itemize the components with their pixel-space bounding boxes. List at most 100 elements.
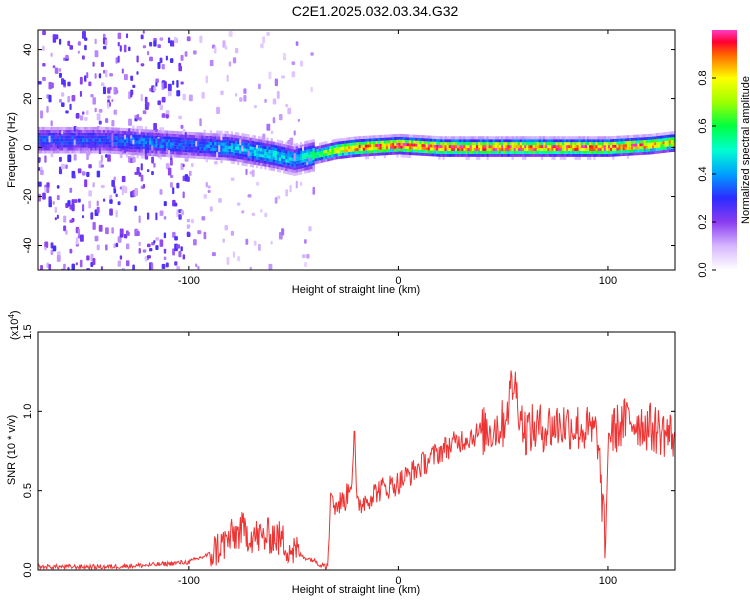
spectrogram-cell (205, 156, 208, 160)
spectrogram-cell (216, 139, 219, 143)
spectrogram-cell (310, 154, 313, 158)
spectrogram-cell (258, 142, 261, 146)
spectrogram-cell (86, 132, 89, 136)
spectrogram-cell (161, 144, 164, 148)
spectrogram-cell (268, 161, 271, 165)
spectrogram-cell (450, 150, 454, 154)
spectrogram-cell (503, 153, 506, 157)
spectrogram-cell (38, 147, 41, 151)
spectrogram-cell (167, 145, 171, 149)
spectrogram-cell (151, 141, 154, 145)
spectrogram-cell (159, 136, 162, 140)
spectrogram-cell (553, 139, 556, 143)
spectrogram-cell (180, 148, 183, 152)
spectrogram-cell (186, 36, 191, 42)
spectrogram-cell (65, 150, 68, 154)
spectrogram-cell (316, 151, 319, 155)
spectrogram-cell (249, 143, 252, 147)
spectrogram-cell (239, 153, 242, 157)
spectrogram-cell (651, 151, 655, 155)
spectrogram-cell (140, 129, 143, 133)
spectrogram-cell (375, 135, 378, 139)
spectrogram-cell (94, 132, 97, 136)
spectrogram-cell (450, 136, 454, 140)
spectrogram-cell (444, 142, 447, 146)
spectrogram-cell (532, 153, 535, 157)
spectrogram-cell (394, 134, 397, 138)
spectrogram-cell (287, 107, 292, 115)
spectrogram-cell (42, 150, 45, 154)
spectrogram-cell (123, 142, 127, 146)
spectrogram-cell (404, 154, 407, 158)
spectrogram-cell (88, 135, 91, 139)
spectrogram-cell (434, 135, 437, 139)
spectrogram-cell (193, 149, 196, 153)
spectrogram-cell (366, 144, 370, 148)
spectrogram-cell (163, 256, 167, 261)
spectrogram-cell (478, 145, 481, 149)
spectrogram-cell (123, 128, 127, 132)
spectrogram-cell (260, 209, 263, 213)
spectrogram-cell (293, 130, 296, 136)
spectrogram-cell (672, 140, 675, 144)
spectrogram-cell (224, 139, 227, 143)
spectrogram-cell (226, 154, 229, 158)
spectrogram-cell (507, 148, 510, 152)
spectrogram-cell (48, 147, 51, 151)
spectrogram-cell (40, 147, 43, 151)
spectrogram-cell (115, 210, 118, 218)
spectrogram-cell (486, 145, 489, 149)
spectrogram-cell (461, 153, 464, 157)
spectrogram-cell (660, 147, 663, 151)
spectrogram-cell (65, 126, 68, 130)
spectrogram-cell (572, 153, 575, 157)
spectrogram-cell (190, 163, 194, 168)
spectrogram-cell (260, 139, 263, 143)
spectrogram-cell (666, 134, 669, 138)
spectrogram-cell (624, 141, 628, 145)
spectrogram-cell (486, 142, 489, 146)
spectrogram-cell (142, 146, 146, 150)
spectrogram-cell (431, 153, 435, 157)
spectrogram-cell (614, 147, 617, 151)
spectrogram-cell (281, 167, 284, 171)
snr-series-line (38, 370, 675, 570)
spectrogram-cell (526, 153, 529, 157)
spectrogram-cell (46, 138, 49, 142)
spectrogram-cell (419, 143, 422, 147)
spectrogram-cell (193, 143, 196, 147)
x-tick-label: 100 (599, 575, 617, 587)
spectrogram-cell (302, 153, 305, 157)
spectrogram-cell (84, 132, 87, 136)
spectrogram-cell (190, 134, 194, 138)
spectrogram-cell (149, 141, 152, 145)
spectrogram-cell (582, 142, 586, 146)
spectrogram-cell (71, 132, 74, 136)
spectrogram-cell (413, 146, 416, 150)
spectrogram-cell (197, 138, 200, 142)
spectrogram-cell (243, 160, 246, 164)
spectrogram-cell (63, 225, 67, 232)
spectrogram-cell (102, 150, 106, 154)
spectrogram-cell (77, 228, 81, 236)
spectrogram-cell (249, 140, 252, 144)
spectrogram-cell (268, 143, 271, 147)
spectrogram-cell (647, 139, 651, 143)
spectrogram-cell (75, 147, 79, 151)
spectrogram-cell (440, 148, 443, 152)
spectrogram-cell (469, 136, 472, 140)
spectrogram-cell (260, 154, 263, 158)
spectrogram-cell (170, 142, 173, 146)
spectrogram-cell (207, 147, 211, 151)
spectrogram-cell (427, 144, 431, 148)
spectrogram-cell (79, 150, 83, 154)
spectrogram-cell (486, 139, 489, 143)
spectrogram-cell (582, 139, 586, 143)
spectrogram-cell (584, 142, 588, 146)
spectrogram-cell (56, 254, 61, 262)
spectrogram-cell (369, 144, 372, 148)
spectrogram-cell (452, 136, 456, 140)
spectrogram-cell (151, 129, 154, 133)
spectrogram-cell (660, 132, 663, 136)
spectrogram-cell (597, 136, 600, 140)
